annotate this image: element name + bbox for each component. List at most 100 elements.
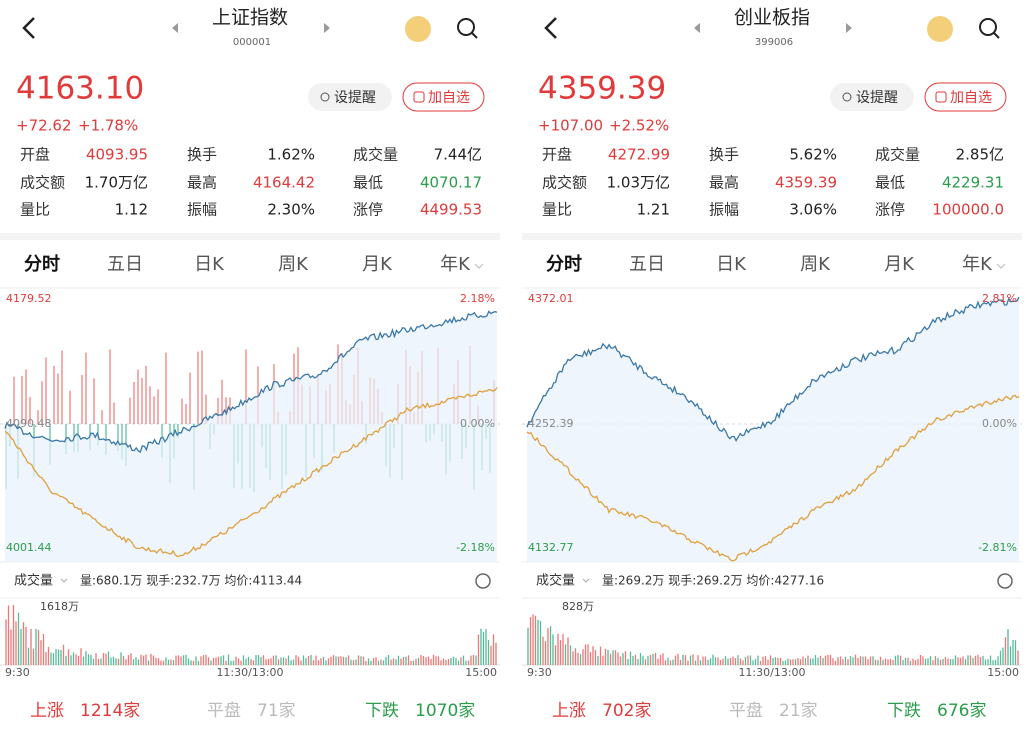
next-arrow[interactable] (324, 23, 330, 33)
bell-icon (320, 92, 330, 102)
change-pct: +2.52% (609, 117, 669, 135)
breadth-value: 21家 (779, 701, 818, 721)
breadth-label: 平盘 (207, 701, 241, 721)
time-start: 9:30 (527, 666, 552, 679)
stat-value: 4164.42 (253, 174, 315, 192)
chart-tab: 月K (362, 254, 393, 275)
search-icon[interactable] (457, 18, 475, 36)
stat-label: 开盘 (20, 146, 50, 164)
time-end: 15:00 (987, 666, 1019, 679)
top-price: 4179.52 (6, 292, 52, 305)
bottom-pct: -2.81% (978, 541, 1017, 554)
stat-value: 3.06% (789, 201, 837, 219)
chart-tab: 五日 (107, 254, 143, 275)
breadth-value: 1070家 (415, 701, 475, 721)
time-mid: 11:30/13:00 (738, 666, 805, 679)
bell-icon (842, 92, 852, 102)
settings-icon[interactable] (475, 573, 491, 589)
mid-price: 4090.48 (6, 417, 52, 430)
time-end: 15:00 (465, 666, 497, 679)
alert-button[interactable] (308, 83, 392, 111)
chart-tab: 周K (278, 254, 309, 275)
chart-tab: 年K (440, 254, 471, 275)
stat-label: 量比 (20, 201, 50, 219)
bottom-pct: -2.18% (456, 541, 495, 554)
chart-tab: 分时 (546, 254, 582, 275)
chart-tab: 月K (884, 254, 915, 275)
stat-label: 涨停 (875, 201, 905, 219)
back-button[interactable] (544, 17, 557, 39)
alert-button-label: 设提醒 (334, 90, 376, 106)
prev-arrow[interactable] (694, 23, 700, 33)
index-code: 000001 (233, 37, 271, 48)
watchlist-button-label: 加自选 (428, 90, 470, 106)
search-icon-handle (471, 32, 478, 39)
chart-tab: 周K (800, 254, 831, 275)
stat-label: 最低 (353, 174, 383, 192)
chart-tab: 日K (716, 254, 747, 275)
stat-label: 换手 (187, 146, 217, 164)
average-line (526, 394, 1020, 562)
search-icon-handle (993, 32, 1000, 39)
time-mid: 11:30/13:00 (216, 666, 283, 679)
mid-pct: 0.00% (982, 417, 1017, 430)
breadth-label: 平盘 (729, 701, 763, 721)
divider-band (522, 233, 1022, 240)
price-line (4, 310, 498, 454)
volume-label: 成交量 (14, 573, 53, 589)
top-price: 4372.01 (528, 292, 574, 305)
next-arrow[interactable] (846, 23, 852, 33)
stat-value: 100000.0 (932, 201, 1004, 219)
stat-label: 成交额 (20, 174, 65, 192)
breadth-value: 71家 (257, 701, 296, 721)
stat-value: 4070.17 (420, 174, 482, 192)
stat-value: 2.85亿 (956, 146, 1004, 164)
stat-value: 1.03万亿 (607, 174, 670, 192)
tab-dropdown (474, 263, 484, 269)
breadth-value: 702家 (602, 701, 651, 721)
bottom-price: 4001.44 (6, 541, 52, 554)
stat-value: 4359.39 (775, 174, 837, 192)
stat-label: 最低 (875, 174, 905, 192)
price-area (527, 297, 1019, 562)
stat-label: 最高 (187, 174, 217, 192)
volume-dropdown[interactable] (60, 578, 68, 583)
stat-value: 1.70万亿 (85, 174, 148, 192)
volume-dropdown[interactable] (582, 578, 590, 583)
top-pct: 2.81% (982, 292, 1017, 305)
mascot-icon[interactable] (927, 16, 953, 42)
volume-label: 成交量 (536, 573, 575, 589)
stat-label: 振幅 (187, 201, 217, 219)
price: 4163.10 (16, 71, 144, 107)
settings-icon[interactable] (997, 573, 1013, 589)
divider-band (0, 233, 500, 240)
chart-tab: 年K (962, 254, 993, 275)
watchlist-button[interactable] (924, 82, 1007, 112)
search-icon[interactable] (979, 18, 997, 36)
stat-value: 4093.95 (86, 146, 148, 164)
breadth-label: 上涨 (552, 701, 586, 721)
bottom-price: 4132.77 (528, 541, 574, 554)
stat-label: 成交量 (353, 146, 398, 164)
plus-icon (935, 91, 947, 103)
stat-label: 量比 (542, 201, 572, 219)
volume-info: 量:680.1万 现手:232.7万 均价:4113.44 (80, 574, 302, 588)
change-pct: +1.78% (78, 117, 138, 135)
change: +72.62 (16, 117, 72, 135)
alert-button[interactable] (830, 83, 914, 111)
prev-arrow[interactable] (172, 23, 178, 33)
breadth-value: 1214家 (80, 701, 140, 721)
index-title: 创业板指 (734, 7, 810, 29)
back-button[interactable] (22, 17, 35, 39)
price: 4359.39 (538, 71, 666, 107)
breadth-value: 676家 (937, 701, 986, 721)
mascot-icon[interactable] (405, 16, 431, 42)
watchlist-button[interactable] (402, 82, 485, 112)
price-line (526, 296, 1020, 442)
index-code: 399006 (755, 37, 793, 48)
stat-value: 1.62% (267, 146, 315, 164)
index-title: 上证指数 (212, 7, 288, 29)
stat-label: 成交量 (875, 146, 920, 164)
